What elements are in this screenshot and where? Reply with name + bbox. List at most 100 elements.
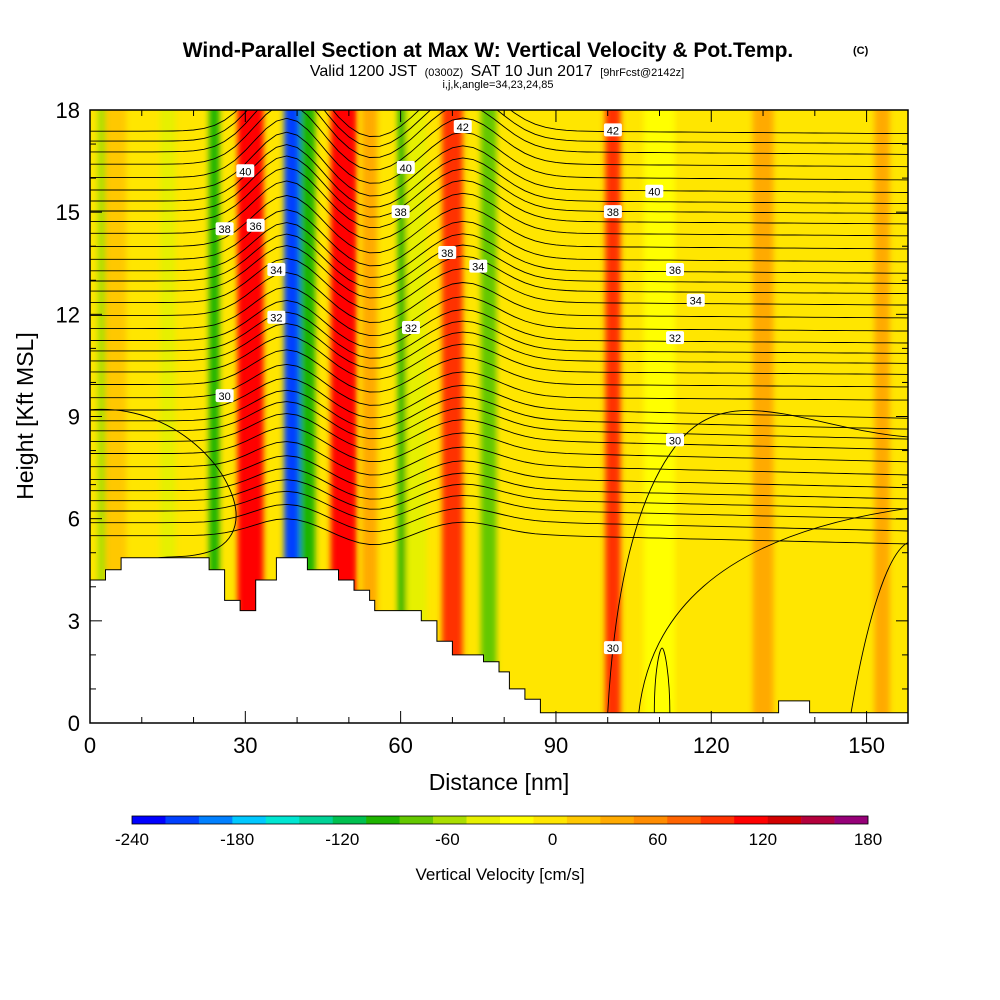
colorbar-swatch	[533, 816, 568, 824]
y-tick-label: 9	[68, 405, 80, 430]
y-tick-label: 3	[68, 609, 80, 634]
svg-text:34: 34	[270, 265, 282, 277]
svg-text:30: 30	[669, 435, 681, 447]
svg-text:40: 40	[400, 163, 412, 175]
theta-contour-line	[90, 389, 908, 430]
svg-text:42: 42	[607, 125, 619, 137]
theta-contour-line	[90, 110, 908, 148]
theta-contour-line	[90, 195, 908, 254]
colorbar-swatch	[700, 816, 735, 824]
theta-contour-line	[90, 441, 908, 476]
colorbar-swatch	[399, 816, 434, 824]
contour-label-30: 30	[603, 641, 622, 655]
contour-label-38: 38	[438, 246, 457, 260]
x-tick-label: 30	[233, 733, 257, 758]
theta-contour-line	[90, 110, 908, 171]
theta-contour-line	[90, 426, 908, 463]
colorbar-frame	[131, 815, 869, 825]
svg-text:32: 32	[405, 323, 417, 335]
svg-text:42: 42	[457, 122, 469, 134]
theta-contour-line	[90, 257, 908, 310]
colorbar-tick-label: 180	[854, 830, 882, 849]
subtitle-forecast: [9hrFcst@2142z]	[600, 67, 684, 79]
contour-label-38: 38	[215, 222, 234, 236]
svg-text:36: 36	[250, 221, 262, 233]
theta-contour-line	[90, 110, 908, 158]
contour-label-40: 40	[396, 160, 415, 175]
theta-contour-line	[90, 479, 908, 510]
theta-contour-line	[90, 110, 908, 137]
colorbar-swatch	[600, 816, 635, 824]
x-tick-label: 90	[544, 733, 568, 758]
colorbar-swatch	[466, 816, 501, 824]
terrain-mask	[90, 557, 908, 723]
x-tick-label: 120	[693, 733, 730, 758]
svg-text:38: 38	[218, 224, 230, 236]
colorbar-swatch	[633, 816, 668, 824]
svg-text:36: 36	[669, 265, 681, 277]
w-column-11	[442, 110, 463, 723]
theta-contour-line	[90, 286, 908, 337]
svg-text:32: 32	[270, 313, 282, 325]
theta-contour-line	[90, 408, 237, 560]
w-column-14	[605, 110, 621, 723]
theta-contour-line	[90, 131, 908, 197]
theta-contour-line	[90, 167, 908, 229]
svg-text:38: 38	[441, 248, 453, 260]
x-axis-label: Distance [nm]	[429, 769, 570, 795]
contour-label-36: 36	[246, 218, 265, 233]
theta-contour-line	[90, 401, 908, 440]
svg-text:30: 30	[218, 391, 230, 403]
w-column-3	[209, 110, 220, 723]
w-column-17	[874, 110, 890, 723]
colorbar-tick-label: -180	[220, 830, 254, 849]
colorbar-swatch	[232, 816, 267, 824]
subtitle-date: SAT 10 Jun 2017	[471, 63, 593, 80]
theta-contour-line	[90, 222, 908, 278]
theta-contour-line	[638, 508, 908, 713]
contour-label-38: 38	[391, 205, 410, 219]
theta-contour-line	[90, 144, 908, 208]
theta-contour-line	[90, 413, 908, 451]
svg-text:34: 34	[472, 262, 484, 274]
theta-contour-line	[90, 233, 908, 289]
contour-label-40: 40	[645, 184, 664, 199]
contour-label-36: 36	[666, 263, 685, 277]
w-column-10	[405, 110, 427, 723]
colorbar-swatch	[366, 816, 400, 824]
theta-contour-line	[90, 311, 908, 359]
theta-contour-line	[90, 155, 908, 218]
colorbar-swatch	[667, 816, 702, 824]
potential-temperature-contours	[90, 110, 908, 713]
terrain-shape	[90, 557, 908, 723]
colorbar-swatch	[165, 816, 200, 824]
theta-contour-line	[90, 209, 908, 267]
colorbar-swatch	[265, 816, 300, 824]
y-axis-label: Height [Kft MSL]	[12, 332, 38, 499]
contour-label-34: 34	[686, 293, 705, 308]
contour-label-42: 42	[453, 120, 472, 134]
theta-contour-line	[90, 503, 908, 532]
chart-title: Wind-Parallel Section at Max W: Vertical…	[183, 39, 794, 62]
svg-text:40: 40	[648, 187, 660, 199]
theta-contour-line	[90, 349, 908, 393]
colorbar-swatch	[566, 816, 601, 824]
colorbar-swatch	[198, 816, 233, 824]
svg-text:38: 38	[607, 207, 619, 219]
colorbar-title: Vertical Velocity [cm/s]	[415, 865, 584, 884]
svg-text:34: 34	[690, 296, 702, 308]
chart-params: i,j,k,angle=34,23,24,85	[442, 79, 553, 91]
theta-contour-line	[90, 299, 908, 349]
svg-text:38: 38	[395, 207, 407, 219]
theta-contour-line	[90, 490, 908, 521]
theta-contour-line	[90, 117, 908, 184]
x-tick-label: 150	[848, 733, 885, 758]
y-tick-label: 6	[68, 507, 80, 532]
w-column-12	[480, 110, 497, 723]
colorbar-tick-label: -240	[115, 830, 149, 849]
theta-contour-line	[90, 335, 908, 380]
contour-label-34: 34	[469, 259, 488, 274]
contour-label-38: 38	[603, 205, 622, 219]
